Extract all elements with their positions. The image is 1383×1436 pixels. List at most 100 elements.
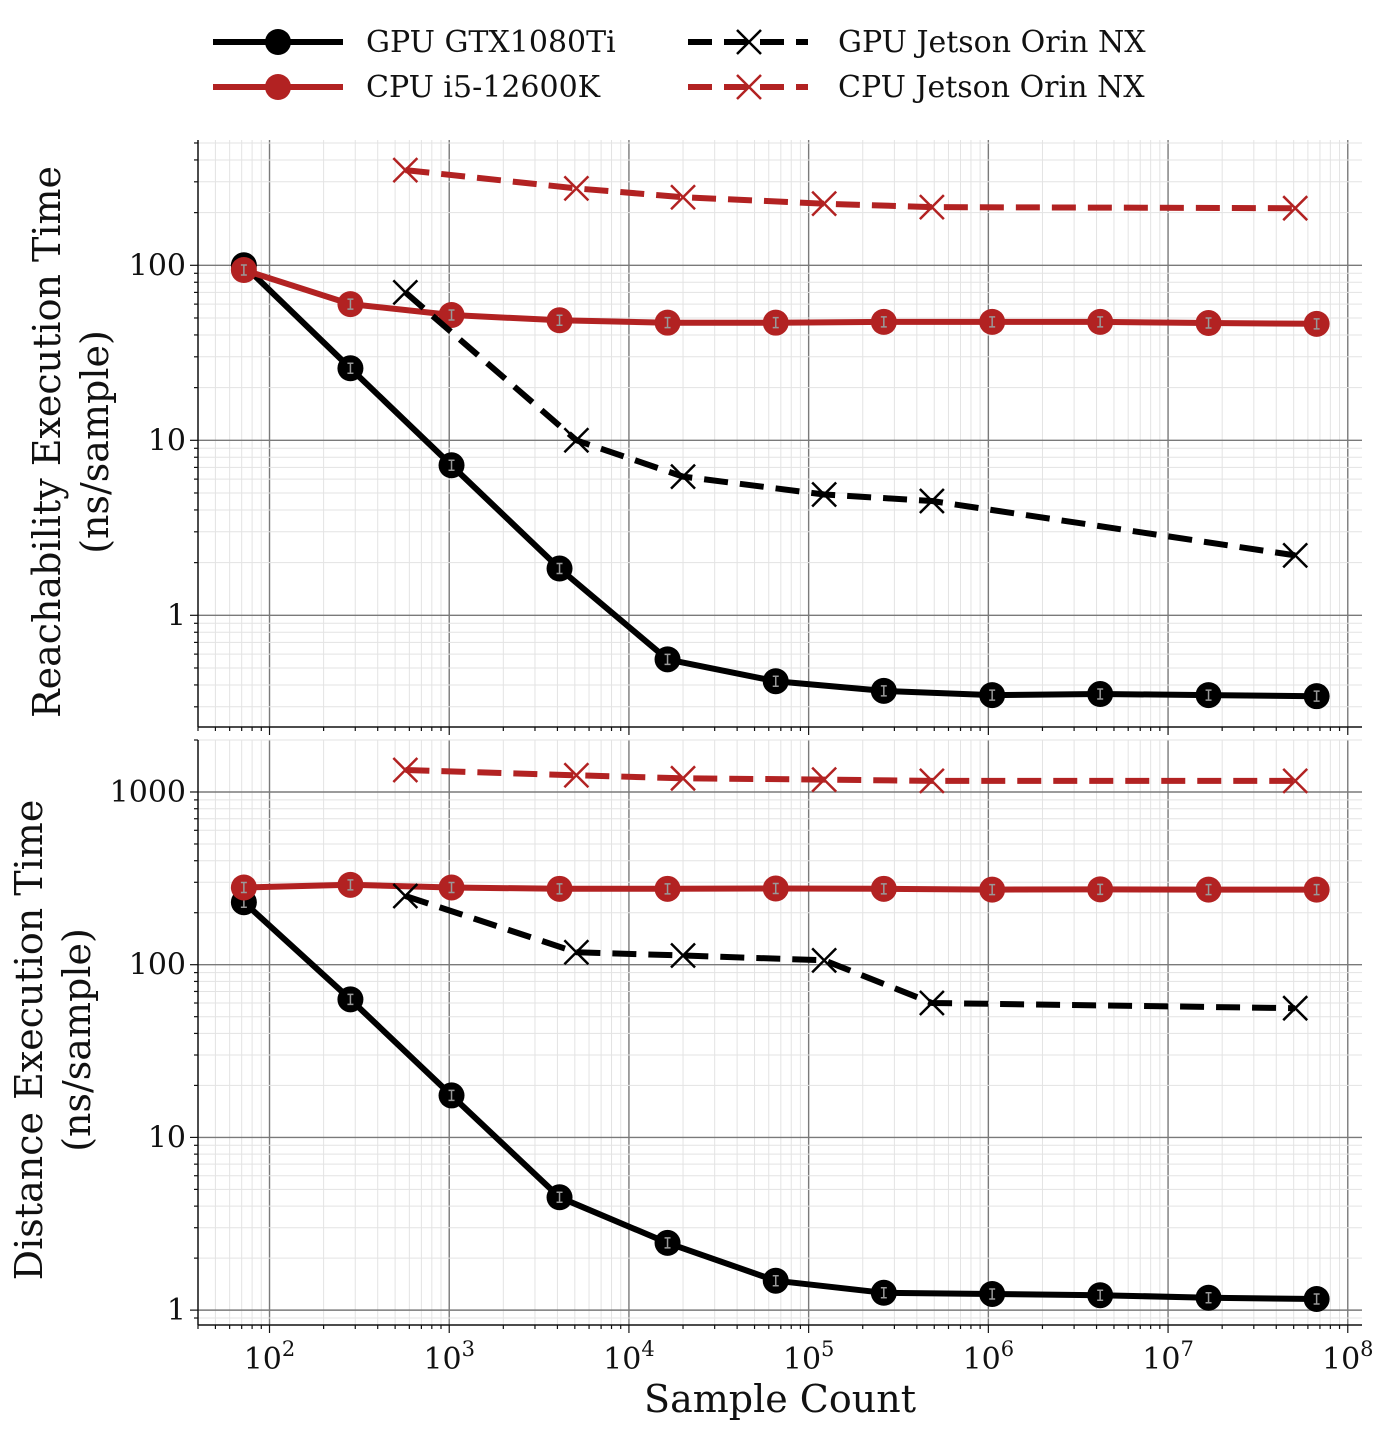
distance-errorbar-cpu-i5 bbox=[1313, 883, 1320, 896]
legend-label-cpu-i5: CPU i5-12600K bbox=[366, 70, 601, 105]
distance-y-tick-label: 10 bbox=[148, 1120, 186, 1155]
reachability-errorbar-cpu-i5 bbox=[664, 316, 671, 329]
distance-errorbar-gpu-gtx1080ti bbox=[1097, 1289, 1104, 1301]
reachability-errorbar-gpu-gtx1080ti bbox=[1097, 688, 1104, 700]
reachability-ylabel-line2: (ns/sample) bbox=[73, 330, 117, 554]
distance-errorbar-gpu-gtx1080ti bbox=[989, 1288, 996, 1300]
distance-point-cpu-jetson bbox=[563, 762, 590, 789]
x-tick-label-base: 10 bbox=[1322, 1342, 1360, 1377]
legend-entry-gpu-gtx1080ti: GPU GTX1080Ti bbox=[213, 25, 616, 60]
distance-y-tick-label: 100 bbox=[129, 948, 186, 983]
reachability-errorbar-cpu-i5 bbox=[880, 316, 887, 328]
distance-point-gpu-jetson bbox=[1282, 995, 1309, 1022]
reachability-errorbar-gpu-gtx1080ti bbox=[448, 459, 455, 472]
reachability-errorbar-cpu-i5 bbox=[989, 316, 996, 328]
reachability-errorbar-gpu-gtx1080ti bbox=[880, 685, 887, 697]
reachability-errorbar-cpu-i5 bbox=[1313, 318, 1320, 330]
distance-errorbar-gpu-gtx1080ti bbox=[1205, 1291, 1212, 1304]
distance-y-tick-label: 1000 bbox=[110, 775, 186, 810]
distance-errorbar-gpu-gtx1080ti bbox=[347, 993, 354, 1006]
reachability-errorbar-cpu-i5 bbox=[1205, 317, 1212, 329]
x-tick-label-exponent: 3 bbox=[462, 1337, 475, 1361]
x-tick-label-exponent: 2 bbox=[282, 1337, 295, 1361]
distance-ylabel-line2: (ns/sample) bbox=[55, 928, 99, 1152]
x-tick-label: 107 bbox=[1142, 1337, 1194, 1377]
distance-errorbar-cpu-i5 bbox=[556, 883, 563, 895]
distance-errorbar-gpu-gtx1080ti bbox=[664, 1237, 671, 1249]
legend-entry-cpu-i5: CPU i5-12600K bbox=[213, 70, 601, 105]
legend-label-gpu-jetson: GPU Jetson Orin NX bbox=[838, 25, 1146, 60]
distance-errorbar-gpu-gtx1080ti bbox=[772, 1274, 779, 1287]
reachability-point-cpu-jetson bbox=[918, 194, 945, 221]
reachability-errorbar-cpu-i5 bbox=[347, 298, 354, 310]
distance-errorbar-cpu-i5 bbox=[347, 879, 354, 891]
reachability-y-tick-label: 100 bbox=[129, 248, 186, 283]
distance-point-cpu-jetson bbox=[1282, 767, 1309, 794]
distance-point-gpu-jetson bbox=[563, 939, 590, 966]
reachability-errorbar-gpu-gtx1080ti bbox=[347, 362, 354, 375]
distance-errorbar-cpu-i5 bbox=[989, 883, 996, 896]
legend-marker-gpu-gtx1080ti bbox=[265, 29, 291, 55]
distance-point-gpu-jetson bbox=[918, 990, 945, 1016]
reachability-errorbar-cpu-i5 bbox=[772, 316, 779, 329]
x-tick-label: 104 bbox=[603, 1337, 655, 1377]
distance-errorbar-gpu-gtx1080ti bbox=[448, 1089, 455, 1102]
reachability-panel: 1 10 100 bbox=[129, 140, 1362, 735]
distance-errorbar-cpu-i5 bbox=[664, 883, 671, 895]
x-tick-label: 103 bbox=[423, 1337, 475, 1377]
reachability-errorbar-gpu-gtx1080ti bbox=[1205, 689, 1212, 701]
distance-errorbar-cpu-i5 bbox=[1205, 883, 1212, 896]
reachability-ylabel-line1: Reachability Execution Time bbox=[25, 166, 69, 718]
distance-series-line-cpu-jetson bbox=[405, 767, 1296, 784]
distance-ylabel-line1: Distance Execution Time bbox=[7, 800, 51, 1281]
x-axis-title: Sample Count bbox=[644, 1377, 916, 1421]
reachability-series-line-cpu-jetson bbox=[405, 167, 1296, 212]
reachability-point-gpu-jetson bbox=[563, 427, 590, 454]
reachability-series-line-gpu-jetson bbox=[403, 290, 1296, 559]
distance-point-gpu-jetson bbox=[811, 947, 838, 974]
distance-errorbar-cpu-i5 bbox=[772, 882, 779, 895]
legend-marker-cpu-jetson bbox=[736, 74, 762, 100]
x-tick-label-exponent: 8 bbox=[1360, 1337, 1373, 1361]
x-tick-label: 102 bbox=[244, 1337, 296, 1377]
reachability-point-gpu-jetson bbox=[1282, 542, 1309, 569]
reachability-errorbar-gpu-gtx1080ti bbox=[989, 689, 996, 701]
x-tick-label-exponent: 6 bbox=[1001, 1337, 1014, 1361]
reachability-y-tick-label: 1 bbox=[167, 598, 186, 633]
reachability-point-cpu-jetson bbox=[1282, 195, 1309, 222]
distance-point-gpu-jetson bbox=[392, 883, 419, 909]
legend-label-cpu-jetson: CPU Jetson Orin NX bbox=[838, 70, 1145, 105]
x-tick-label-base: 10 bbox=[1142, 1342, 1180, 1377]
distance-errorbar-cpu-i5 bbox=[240, 881, 247, 894]
distance-point-gpu-jetson bbox=[670, 942, 696, 969]
x-tick-label: 106 bbox=[963, 1337, 1015, 1377]
reachability-point-gpu-jetson bbox=[811, 481, 838, 508]
reachability-errorbar-cpu-i5 bbox=[240, 264, 247, 276]
distance-errorbar-gpu-gtx1080ti bbox=[1313, 1293, 1320, 1305]
legend-label-gpu-gtx1080ti: GPU GTX1080Ti bbox=[366, 25, 616, 60]
reachability-point-gpu-jetson bbox=[392, 279, 419, 306]
x-tick-label-exponent: 7 bbox=[1180, 1337, 1193, 1361]
reachability-errorbar-gpu-gtx1080ti bbox=[664, 653, 671, 666]
reachability-y-tick-label: 10 bbox=[148, 423, 186, 458]
reachability-errorbar-gpu-gtx1080ti bbox=[1313, 690, 1320, 702]
reachability-point-cpu-jetson bbox=[392, 157, 419, 183]
distance-errorbar-cpu-i5 bbox=[448, 881, 455, 894]
legend: GPU GTX1080Ti GPU Jetson Orin NX CPU i5-… bbox=[213, 25, 1146, 105]
x-tick-label-base: 10 bbox=[603, 1342, 641, 1377]
x-tick-label-base: 10 bbox=[244, 1342, 282, 1377]
distance-errorbar-cpu-i5 bbox=[1097, 883, 1104, 896]
distance-errorbar-gpu-gtx1080ti bbox=[880, 1287, 887, 1299]
distance-errorbar-gpu-gtx1080ti bbox=[556, 1191, 563, 1204]
x-tick-label-base: 10 bbox=[783, 1342, 821, 1377]
reachability-errorbar-gpu-gtx1080ti bbox=[556, 562, 563, 575]
reachability-point-cpu-jetson bbox=[563, 175, 590, 202]
distance-point-cpu-jetson bbox=[918, 767, 945, 794]
x-tick-label-base: 10 bbox=[963, 1342, 1001, 1377]
reachability-errorbar-cpu-i5 bbox=[1097, 316, 1104, 328]
x-tick-label-base: 10 bbox=[423, 1342, 461, 1377]
distance-point-cpu-jetson bbox=[670, 765, 696, 792]
